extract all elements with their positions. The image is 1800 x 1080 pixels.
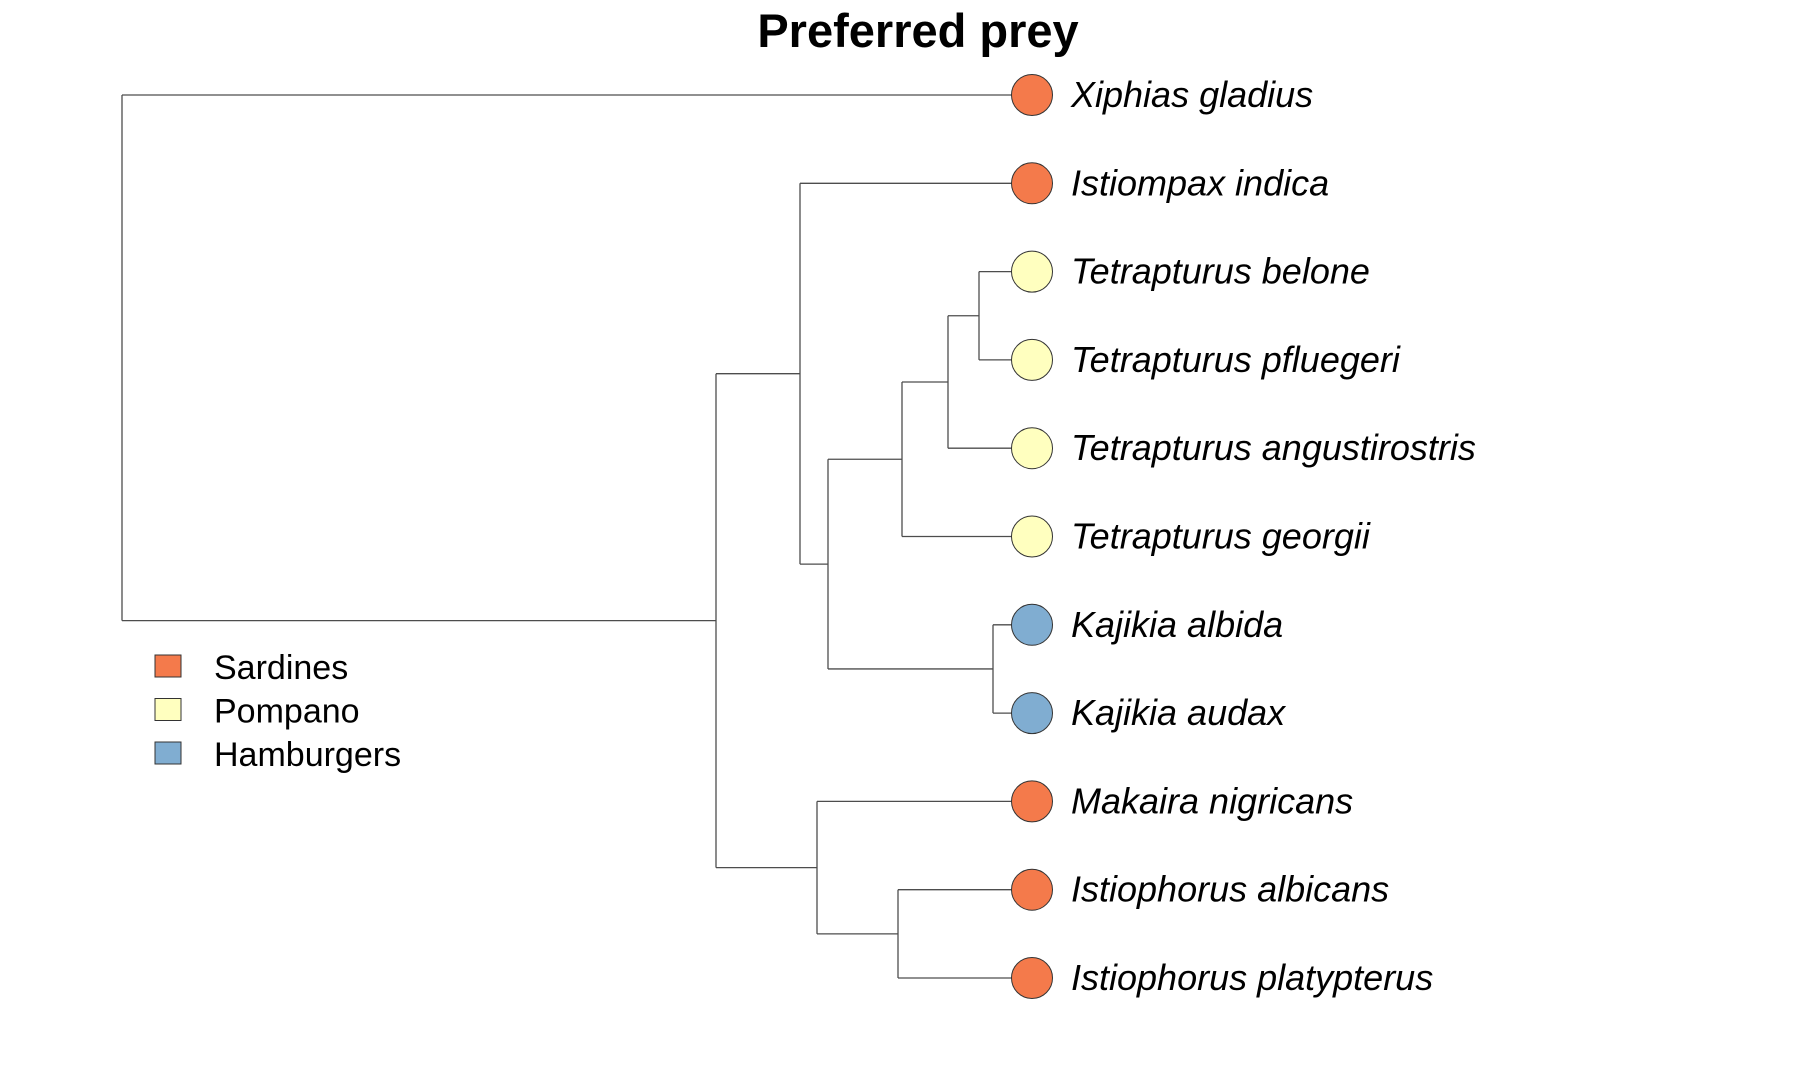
legend-label-pompano: Pompano: [214, 693, 360, 731]
tip-label-xiphias-gladius: Xiphias gladius: [1070, 74, 1313, 115]
tip-marker-makaira-nigricans: [1011, 780, 1053, 823]
tip-label-tetrapturus-pfluegeri: Tetrapturus pfluegeri: [1071, 339, 1401, 380]
tip-label-makaira-nigricans: Makaira nigricans: [1071, 780, 1353, 821]
legend-swatch-hamburgers: [154, 741, 182, 765]
tip-label-tetrapturus-belone: Tetrapturus belone: [1071, 251, 1370, 292]
tip-marker-kajikia-albida: [1011, 603, 1053, 646]
tip-marker-istiophorus-platypterus: [1011, 957, 1053, 999]
tip-marker-tetrapturus-georgii: [1011, 515, 1053, 558]
tip-label-tetrapturus-georgii: Tetrapturus georgii: [1071, 516, 1371, 557]
tip-marker-xiphias-gladius: [1011, 74, 1053, 116]
tip-marker-tetrapturus-pfluegeri: [1011, 338, 1053, 381]
legend-label-sardines: Sardines: [214, 649, 348, 687]
legend-label-hamburgers: Hamburgers: [214, 736, 401, 774]
chart-title: Preferred prey: [757, 4, 1078, 57]
tip-marker-kajikia-audax: [1011, 692, 1053, 735]
tip-label-kajikia-audax: Kajikia audax: [1071, 692, 1287, 733]
tip-label-istiophorus-albicans: Istiophorus albicans: [1071, 869, 1389, 910]
tree-branches: [121, 94, 1032, 979]
tip-label-istiompax-indica: Istiompax indica: [1071, 162, 1329, 203]
legend: Sardines Pompano Hamburgers: [154, 649, 401, 774]
tip-label-tetrapturus-angustirostris: Tetrapturus angustirostris: [1071, 427, 1476, 468]
tip-marker-tetrapturus-belone: [1011, 250, 1053, 293]
tip-label-istiophorus-platypterus: Istiophorus platypterus: [1071, 957, 1433, 998]
tip-label-kajikia-albida: Kajikia albida: [1071, 604, 1283, 645]
legend-swatch-sardines: [154, 654, 182, 678]
tip-marker-istiompax-indica: [1011, 162, 1053, 205]
legend-swatch-pompano: [154, 698, 182, 721]
tree-tips: Xiphias gladius Istiompax indica Tetraptur…: [1011, 74, 1476, 999]
tip-marker-istiophorus-albicans: [1011, 868, 1053, 911]
tip-marker-tetrapturus-angustirostris: [1011, 427, 1053, 470]
